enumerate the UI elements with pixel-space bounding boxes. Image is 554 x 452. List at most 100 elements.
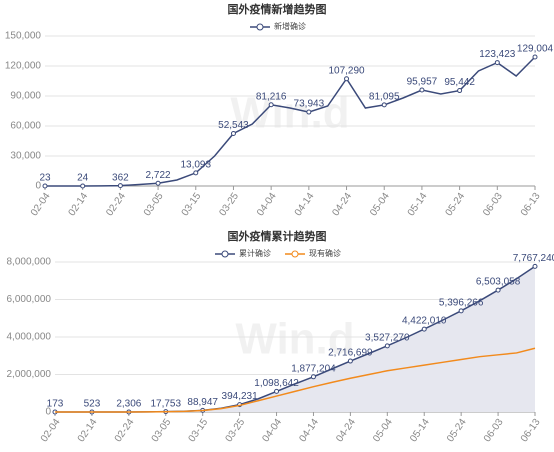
data-label: 123,423 [479,49,516,60]
x-tick-label: 04-14 [297,417,321,445]
x-tick-label: 02-24 [104,191,128,219]
x-tick-label: 06-03 [481,191,505,219]
data-label: 4,422,010 [402,316,447,327]
x-tick-label: 05-24 [444,191,468,219]
point [310,374,316,380]
data-label: 13,093 [180,160,211,171]
line [44,56,536,187]
data-label: 394,231 [222,391,259,402]
x-tick-label: 05-14 [408,417,432,445]
x-tick-label: 03-05 [150,417,174,445]
point [495,287,501,293]
point [344,76,350,82]
data-label: 129,004 [517,44,554,55]
x-tick-label: 03-15 [180,191,204,219]
x-tick-label: 04-14 [293,191,317,219]
data-label: 88,947 [187,397,218,408]
point [80,183,86,189]
legend-label: 现有确诊 [309,248,341,258]
x-tick-label: 02-14 [76,417,100,445]
x-tick-label: 04-24 [334,417,358,445]
point [193,170,199,176]
legend-label: 新增确诊 [274,21,306,31]
x-tick-label: 05-04 [371,417,395,445]
point [274,388,280,394]
chart-title: 国外疫情累计趋势图 [228,229,327,243]
data-label: 5,396,266 [439,297,484,308]
watermark: Win.d [230,89,349,138]
data-label: 523 [84,399,101,410]
data-label: 24 [77,173,89,184]
legend-marker [256,23,264,31]
data-label: 95,957 [407,77,438,88]
data-label: 23 [39,173,51,184]
line [54,347,536,413]
y-tick-label: 90,000 [10,91,41,102]
x-tick-label: 02-04 [29,191,53,219]
point [117,183,123,189]
x-tick-label: 05-24 [445,417,469,445]
legend-label: 累计确诊 [239,248,271,258]
data-label: 17,753 [150,398,181,409]
data-label: 362 [112,172,129,183]
y-tick-label: 30,000 [10,151,41,162]
x-tick-label: 04-04 [255,191,279,219]
x-tick-label: 06-03 [482,417,506,445]
watermark: Win.d [235,315,354,364]
data-label: 1,877,204 [291,363,336,374]
data-label: 81,216 [256,91,287,102]
x-tick-label: 06-13 [519,417,543,445]
data-label: 7,767,240 [513,253,554,264]
point [532,54,538,60]
point [155,180,161,186]
data-label: 95,442 [444,77,475,88]
legend-marker [221,250,229,258]
point [421,326,427,332]
point [42,183,48,189]
x-tick-label: 04-04 [260,417,284,445]
x-tick-label: 02-24 [113,417,137,445]
legend-marker [291,250,299,258]
x-tick-label: 02-04 [39,417,63,445]
x-tick-label: 06-13 [519,191,543,219]
x-tick-label: 03-25 [217,191,241,219]
x-tick-label: 03-05 [142,191,166,219]
y-tick-label: 120,000 [5,61,42,72]
chart-title: 国外疫情新增趋势图 [228,2,327,16]
point [457,88,463,94]
point [230,130,236,136]
point [494,60,500,66]
data-label: 173 [47,399,64,410]
point [347,358,353,364]
area [55,266,535,412]
y-tick-label: 0 [35,181,41,192]
point [532,263,538,269]
point [419,87,425,93]
y-tick-label: 0 [45,407,51,418]
y-tick-label: 6,000,000 [7,294,52,305]
y-tick-label: 2,000,000 [7,369,52,380]
data-label: 6,503,058 [476,277,521,288]
data-label: 2,716,699 [328,348,373,359]
x-tick-label: 05-04 [368,191,392,219]
x-tick-label: 03-15 [187,417,211,445]
point [458,308,464,314]
data-label: 1,098,642 [254,378,299,389]
x-tick-label: 02-14 [67,191,91,219]
y-tick-label: 4,000,000 [7,332,52,343]
point [381,102,387,108]
data-label: 81,095 [369,92,400,103]
y-tick-label: 60,000 [10,121,41,132]
point [384,343,390,349]
data-label: 3,527,270 [365,333,410,344]
y-tick-label: 8,000,000 [7,257,52,268]
data-label: 2,306 [116,399,141,410]
data-label: 52,543 [218,120,249,131]
x-tick-label: 04-24 [330,191,354,219]
x-tick-label: 05-14 [406,191,430,219]
data-label: 73,943 [294,99,325,110]
point [268,102,274,108]
data-label: 2,722 [146,170,171,181]
x-tick-label: 03-25 [224,417,248,445]
